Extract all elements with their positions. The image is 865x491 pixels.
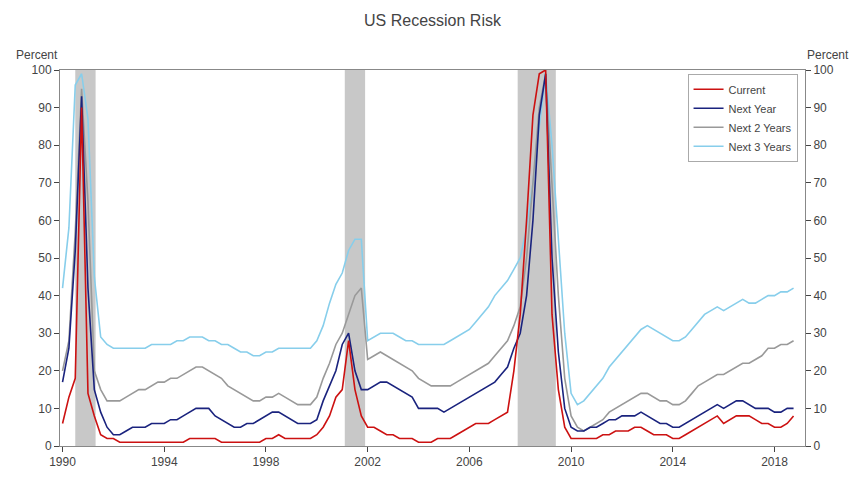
svg-text:2018: 2018 <box>761 455 788 469</box>
svg-text:Next 2 Years: Next 2 Years <box>729 122 792 134</box>
svg-text:0: 0 <box>813 439 820 453</box>
svg-text:US Recession Risk: US Recession Risk <box>364 12 502 29</box>
svg-text:90: 90 <box>813 101 827 115</box>
svg-text:Next 3 Years: Next 3 Years <box>729 141 792 153</box>
svg-text:60: 60 <box>38 214 52 228</box>
svg-text:1998: 1998 <box>253 455 280 469</box>
svg-text:Percent: Percent <box>16 48 58 62</box>
svg-text:30: 30 <box>38 326 52 340</box>
svg-text:40: 40 <box>38 289 52 303</box>
svg-text:90: 90 <box>38 101 52 115</box>
svg-text:50: 50 <box>38 251 52 265</box>
svg-text:1994: 1994 <box>151 455 178 469</box>
svg-text:40: 40 <box>813 289 827 303</box>
svg-text:10: 10 <box>38 402 52 416</box>
svg-text:70: 70 <box>38 176 52 190</box>
svg-text:20: 20 <box>813 364 827 378</box>
svg-text:20: 20 <box>38 364 52 378</box>
svg-text:2006: 2006 <box>456 455 483 469</box>
svg-text:100: 100 <box>32 63 52 77</box>
svg-text:80: 80 <box>813 138 827 152</box>
svg-text:2014: 2014 <box>659 455 686 469</box>
svg-text:30: 30 <box>813 326 827 340</box>
svg-text:Percent: Percent <box>807 48 849 62</box>
svg-text:50: 50 <box>813 251 827 265</box>
svg-text:60: 60 <box>813 214 827 228</box>
svg-text:2002: 2002 <box>354 455 381 469</box>
svg-text:100: 100 <box>813 63 833 77</box>
svg-text:2010: 2010 <box>558 455 585 469</box>
svg-text:0: 0 <box>45 439 52 453</box>
svg-text:70: 70 <box>813 176 827 190</box>
svg-text:Next Year: Next Year <box>729 103 777 115</box>
svg-text:Current: Current <box>729 84 766 96</box>
svg-text:80: 80 <box>38 138 52 152</box>
svg-text:1990: 1990 <box>49 455 76 469</box>
svg-text:10: 10 <box>813 402 827 416</box>
